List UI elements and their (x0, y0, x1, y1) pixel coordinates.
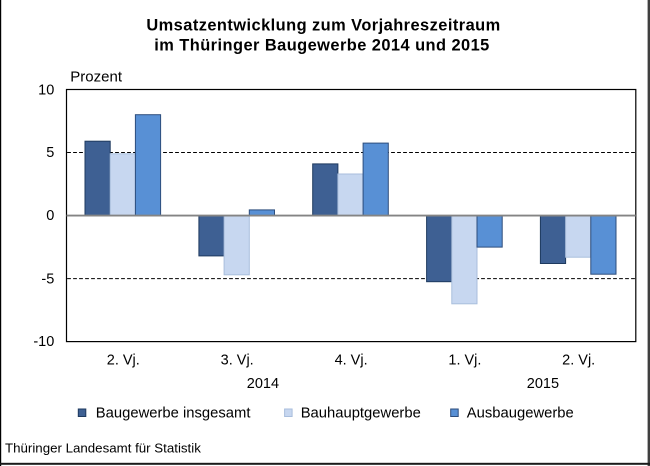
svg-text:5: 5 (46, 145, 54, 161)
svg-text:Bauhauptgewerbe: Bauhauptgewerbe (301, 406, 421, 422)
svg-text:-10: -10 (33, 334, 54, 350)
svg-text:Prozent: Prozent (70, 69, 123, 86)
svg-text:2015: 2015 (527, 376, 559, 392)
svg-text:2014: 2014 (247, 376, 279, 392)
svg-text:0: 0 (46, 208, 54, 224)
svg-text:Ausbaugewerbe: Ausbaugewerbe (467, 406, 574, 422)
svg-text:2. Vj.: 2. Vj. (562, 352, 595, 368)
svg-text:Baugewerbe insgesamt: Baugewerbe insgesamt (96, 406, 251, 422)
svg-text:2. Vj.: 2. Vj. (107, 352, 140, 368)
svg-text:1. Vj.: 1. Vj. (448, 352, 481, 368)
svg-text:Thüringer Landesamt für Statis: Thüringer Landesamt für Statistik (5, 440, 201, 455)
svg-text:-5: -5 (41, 271, 54, 287)
svg-text:Umsatzentwicklung zum Vorjahre: Umsatzentwicklung zum Vorjahreszeitraum (146, 16, 500, 34)
svg-text:im Thüringer Baugewerbe 2014 u: im Thüringer Baugewerbe 2014 und 2015 (154, 36, 489, 54)
svg-text:3. Vj.: 3. Vj. (221, 352, 254, 368)
svg-text:10: 10 (38, 82, 54, 98)
svg-text:4. Vj.: 4. Vj. (335, 352, 368, 368)
